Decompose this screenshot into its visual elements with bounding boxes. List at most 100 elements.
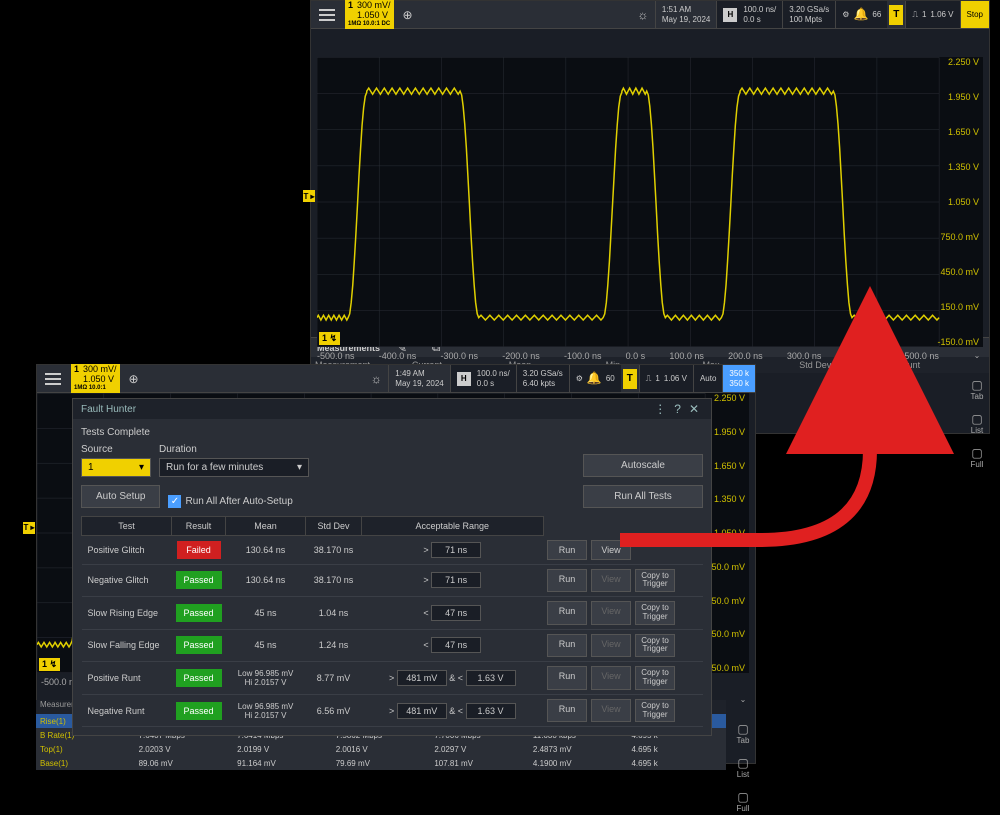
range-input[interactable]: 71 ns [431,572,481,588]
notif-box[interactable]: ⚙🔔60 [569,365,621,392]
menu-icon[interactable] [41,367,65,391]
trigger-badge[interactable]: T [623,369,637,389]
view-button: View [591,569,631,593]
test-name: Negative Runt [82,694,172,727]
bell-icon: 🔔 [587,371,602,385]
view-button: View [591,634,631,658]
side-icons: ⌄ ▢Tab ▢List ▢Full [733,685,753,815]
duration-select[interactable]: Run for a few minutes▾ [159,458,309,477]
side-tab[interactable]: ▢Tab [967,375,987,403]
stats-row[interactable]: Top(1)2.0203 V2.0199 V2.0016 V2.0297 V2.… [36,742,726,756]
channel-marker[interactable]: 1 ↯ [39,658,60,671]
fh-title-text: Fault Hunter [81,404,136,415]
range-input[interactable]: 47 ns [431,637,481,653]
range-cell: > 481 mV & < 1.63 V [362,662,543,695]
copy-trigger-button[interactable]: Copy toTrigger [635,601,675,625]
run-button[interactable]: Run [547,540,587,560]
range-input[interactable]: 71 ns [431,542,481,558]
range-cell: > 71 ns [362,536,543,565]
notif-box[interactable]: ⚙🔔66 [835,1,887,28]
test-name: Positive Runt [82,662,172,695]
acq-box[interactable]: 3.20 GSa/s6.40 kpts [516,365,569,392]
view-button: View [591,601,631,625]
duration-label: Duration [159,444,309,455]
acq-box[interactable]: 3.20 GSa/s100 Mpts [782,1,835,28]
trigger-box[interactable]: ⎍11.06 V [639,365,693,392]
brightness-icon[interactable]: ☼ [364,367,388,391]
result-badge: Passed [176,571,222,589]
range-input[interactable]: 481 mV [397,670,447,686]
more-icon[interactable]: ⋮ [650,402,670,416]
channel-marker[interactable]: 1 ↯ [319,332,340,345]
horiz-box[interactable]: H100.0 ns/0.0 s [450,365,516,392]
view-button[interactable]: View [591,540,631,560]
result-badge: Passed [176,702,222,720]
scope2-topbar: 1300 mV/1.050 V 1MΩ 10.0:1 ⊕ ☼ 1:49 AMMa… [37,365,755,393]
trigger-box[interactable]: ⎍11.06 V [905,1,959,28]
trigger-marker: T ▸ [23,522,35,534]
extra-box[interactable]: 350 k350 k [722,365,755,392]
menu-icon[interactable] [315,3,339,27]
scope1-plot[interactable]: 2.250 V1.950 V1.650 V1.350 V1.050 V750.0… [317,57,983,347]
range-cell: < 47 ns [362,629,543,662]
run-stop[interactable]: Stop [960,1,989,28]
close-icon[interactable]: ✕ [685,402,703,416]
collapse-icon[interactable]: ⌄ [733,685,753,713]
trigger-badge[interactable]: T [889,5,903,25]
run-mode[interactable]: Auto [693,365,722,392]
source-select[interactable]: 1▾ [81,458,151,477]
copy-trigger-button[interactable]: Copy toTrigger [635,666,675,690]
side-tab[interactable]: ▢Tab [733,719,753,747]
checkbox-icon: ✓ [168,495,181,508]
range-input[interactable]: 47 ns [431,605,481,621]
stats-row[interactable]: Base(1)89.06 mV91.164 mV79.69 mV107.81 m… [36,756,726,770]
trigger-marker: T ▸ [303,190,315,202]
collapse-icon[interactable]: ⌄ [967,341,987,369]
std-value: 1.24 ns [306,629,362,662]
side-icons: ⌄ ▢Tab ▢List ▢Full [967,341,987,471]
brightness-icon[interactable]: ☼ [631,3,655,27]
std-value: 38.170 ns [306,564,362,597]
range-input[interactable]: 1.63 V [466,670,516,686]
add-channel-icon[interactable]: ⊕ [396,3,420,27]
test-row: Positive Glitch Failed 130.64 ns 38.170 … [82,536,704,565]
copy-trigger-button[interactable]: Copy toTrigger [635,699,675,723]
run-all-checkbox[interactable]: ✓ Run All After Auto-Setup [168,495,292,508]
view-button: View [591,699,631,723]
channel-badge[interactable]: 1300 mV/1.050 V 1MΩ 10.0:1 [71,364,120,392]
result-badge: Passed [176,636,222,654]
help-icon[interactable]: ? [670,402,685,416]
side-full[interactable]: ▢Full [967,443,987,471]
auto-setup-button[interactable]: Auto Setup [81,485,160,508]
result-badge: Passed [176,669,222,687]
autoscale-button[interactable]: Autoscale [583,454,703,477]
test-name: Positive Glitch [82,536,172,565]
test-name: Slow Rising Edge [82,597,172,630]
result-badge: Passed [176,604,222,622]
add-channel-icon[interactable]: ⊕ [122,367,146,391]
range-cell: > 71 ns [362,564,543,597]
range-input[interactable]: 481 mV [397,703,447,719]
std-value: 8.77 mV [306,662,362,695]
result-badge: Failed [177,541,221,559]
run-button[interactable]: Run [547,666,587,690]
run-button[interactable]: Run [547,569,587,593]
fh-titlebar: Fault Hunter ⋮ ? ✕ [73,399,711,419]
channel-badge[interactable]: 1300 mV/1.050 V 1MΩ 10.0:1 DC [345,0,394,28]
horiz-box[interactable]: H100.0 ns/0.0 s [716,1,782,28]
run-all-tests-button[interactable]: Run All Tests [583,485,703,508]
run-button[interactable]: Run [547,601,587,625]
side-full[interactable]: ▢Full [733,787,753,815]
side-list[interactable]: ▢List [967,409,987,437]
side-list[interactable]: ▢List [733,753,753,781]
mean-value: 130.64 ns [226,564,306,597]
std-value: 38.170 ns [306,536,362,565]
copy-trigger-button[interactable]: Copy toTrigger [635,634,675,658]
range-input[interactable]: 1.63 V [466,703,516,719]
datetime-box: 1:49 AMMay 19, 2024 [388,365,449,392]
copy-trigger-button[interactable]: Copy toTrigger [635,569,675,593]
test-name: Negative Glitch [82,564,172,597]
view-button: View [591,666,631,690]
run-button[interactable]: Run [547,699,587,723]
run-button[interactable]: Run [547,634,587,658]
